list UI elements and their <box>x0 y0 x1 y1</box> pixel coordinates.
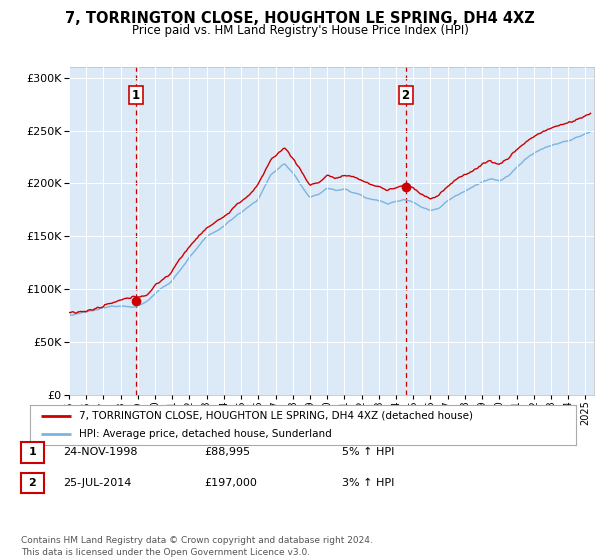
Text: 7, TORRINGTON CLOSE, HOUGHTON LE SPRING, DH4 4XZ (detached house): 7, TORRINGTON CLOSE, HOUGHTON LE SPRING,… <box>79 411 473 421</box>
Text: 1: 1 <box>132 88 140 101</box>
Text: 5% ↑ HPI: 5% ↑ HPI <box>342 447 394 458</box>
Text: 24-NOV-1998: 24-NOV-1998 <box>63 447 137 458</box>
Text: HPI: Average price, detached house, Sunderland: HPI: Average price, detached house, Sund… <box>79 430 332 439</box>
Text: 7, TORRINGTON CLOSE, HOUGHTON LE SPRING, DH4 4XZ: 7, TORRINGTON CLOSE, HOUGHTON LE SPRING,… <box>65 11 535 26</box>
Text: 3% ↑ HPI: 3% ↑ HPI <box>342 478 394 488</box>
Text: £88,995: £88,995 <box>204 447 250 458</box>
Text: Price paid vs. HM Land Registry's House Price Index (HPI): Price paid vs. HM Land Registry's House … <box>131 24 469 36</box>
Text: 2: 2 <box>29 478 36 488</box>
Text: 25-JUL-2014: 25-JUL-2014 <box>63 478 131 488</box>
Text: 2: 2 <box>401 88 410 101</box>
Text: 1: 1 <box>29 447 36 458</box>
Text: £197,000: £197,000 <box>204 478 257 488</box>
Text: Contains HM Land Registry data © Crown copyright and database right 2024.
This d: Contains HM Land Registry data © Crown c… <box>21 536 373 557</box>
